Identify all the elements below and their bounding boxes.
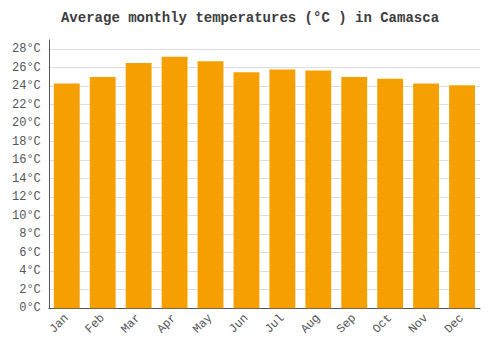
svg-text:Jul: Jul: [262, 311, 287, 336]
svg-text:6°C: 6°C: [19, 246, 41, 260]
svg-text:8°C: 8°C: [19, 227, 41, 241]
svg-text:10°C: 10°C: [12, 209, 41, 223]
svg-text:Dec: Dec: [442, 311, 467, 336]
svg-text:28°C: 28°C: [12, 42, 41, 56]
svg-text:Mar: Mar: [118, 311, 143, 336]
svg-text:22°C: 22°C: [12, 98, 41, 112]
svg-text:18°C: 18°C: [12, 135, 41, 149]
svg-text:16°C: 16°C: [12, 153, 41, 167]
svg-text:Apr: Apr: [154, 311, 179, 336]
svg-text:Sep: Sep: [334, 311, 359, 336]
svg-text:Oct: Oct: [370, 311, 395, 336]
svg-text:12°C: 12°C: [12, 190, 41, 204]
svg-text:0°C: 0°C: [19, 301, 41, 315]
svg-text:4°C: 4°C: [19, 264, 41, 278]
svg-text:Jan: Jan: [47, 311, 72, 336]
svg-text:24°C: 24°C: [12, 79, 41, 93]
svg-text:Feb: Feb: [82, 311, 107, 336]
svg-text:26°C: 26°C: [12, 61, 41, 75]
svg-text:Average monthly temperatures (: Average monthly temperatures (°C ) in Ca…: [61, 10, 440, 26]
svg-text:Jun: Jun: [226, 311, 251, 336]
svg-text:2°C: 2°C: [19, 283, 41, 297]
svg-text:Nov: Nov: [406, 311, 431, 336]
svg-text:Aug: Aug: [298, 311, 323, 336]
svg-text:May: May: [190, 311, 215, 336]
svg-text:20°C: 20°C: [12, 116, 41, 130]
svg-text:14°C: 14°C: [12, 172, 41, 186]
